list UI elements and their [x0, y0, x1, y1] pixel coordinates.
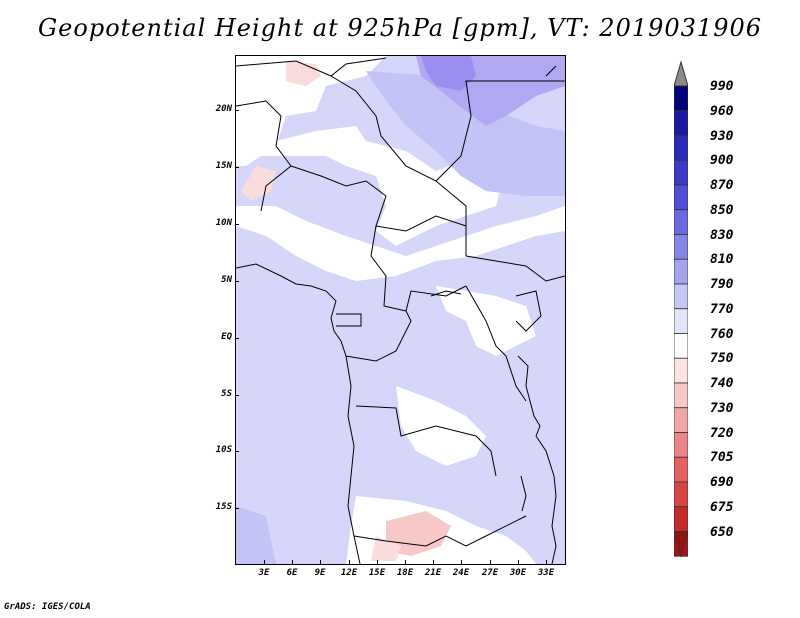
lat-label: 15S [215, 502, 232, 512]
lon-label: 6E [286, 568, 298, 578]
colorbar-level-label: 870 [710, 178, 734, 193]
colorbar-level-label: 810 [710, 252, 734, 268]
colorbar-level-label: 850 [710, 202, 734, 218]
colorbar-level-label: 990 [710, 79, 734, 94]
lon-tick [433, 560, 434, 564]
colorbar-swatch [674, 209, 688, 235]
colorbar-boxes [674, 85, 688, 557]
lon-label: 21E [424, 568, 442, 578]
colorbar-level-label: 690 [710, 475, 734, 490]
lon-tick [264, 560, 265, 564]
colorbar-swatch [674, 481, 688, 508]
field-pink-south [386, 511, 451, 556]
colorbar-level-label: 960 [710, 103, 734, 119]
colorbar-graphic [674, 60, 688, 558]
borders-and-coastlines [236, 57, 565, 564]
colorbar-swatch [674, 283, 688, 310]
lon-label: 24E [452, 568, 470, 578]
colorbar-level-label: 900 [710, 153, 734, 169]
lat-label: 10N [215, 218, 232, 228]
colorbar-level-label: 790 [710, 277, 734, 292]
lon-label: 18E [396, 568, 414, 578]
colorbar-swatch [674, 258, 688, 285]
map-title: Geopotential Height at 925hPa [gpm], VT:… [38, 14, 762, 42]
lat-tick [235, 281, 239, 282]
lon-label: 12E [340, 568, 358, 578]
lon-label: 27E [481, 568, 499, 578]
lon-tick [405, 560, 406, 564]
field-white-sahel [236, 126, 506, 246]
lon-tick [518, 560, 519, 564]
field-pink-west [241, 166, 276, 201]
lon-label: 15E [368, 568, 386, 578]
colorbar-swatch [674, 110, 688, 136]
colorbar-level-label: 770 [710, 301, 734, 317]
field-pink-north [286, 61, 321, 86]
field-white-angola [396, 386, 486, 466]
colorbar-level-label: 740 [710, 376, 734, 391]
colorbar-level-label: 760 [710, 326, 734, 342]
colorbar-level-label: 705 [710, 450, 734, 466]
colorbar-swatch [674, 432, 688, 458]
colorbar-swatch [674, 85, 688, 112]
colorbar-swatch [674, 135, 688, 161]
field-810-coast-south [236, 506, 276, 564]
colorbar-level-label: 830 [710, 227, 734, 243]
lon-label: 33E [537, 568, 555, 578]
geopotential-map [236, 56, 565, 564]
colorbar-level-label: 720 [710, 425, 734, 441]
colorbar-level-label: 675 [710, 499, 734, 515]
lat-tick [235, 508, 239, 509]
colorbar-swatch [674, 234, 688, 260]
colorbar-bottom-arrow [674, 531, 688, 558]
lon-tick [377, 560, 378, 564]
colorbar-swatch [674, 382, 688, 409]
colorbar-swatch [674, 456, 688, 483]
field-810-830 [366, 71, 565, 196]
lat-label: 10S [215, 445, 232, 455]
lat-tick [235, 338, 239, 339]
lon-tick [320, 560, 321, 564]
field-white-north [236, 56, 386, 166]
colorbar-swatch [674, 506, 688, 532]
colorbar-swatch [674, 333, 688, 359]
lat-label: 15N [215, 161, 232, 171]
lon-tick [461, 560, 462, 564]
lat-label: 5S [221, 389, 232, 399]
colorbar-swatch [674, 357, 688, 384]
lat-label: 5N [221, 275, 232, 285]
colorbar-swatch [674, 308, 688, 334]
field-850-870 [421, 56, 476, 91]
lon-tick [490, 560, 491, 564]
lon-label: 9E [314, 568, 326, 578]
colorbar-level-label: 730 [710, 400, 734, 416]
lat-tick [235, 110, 239, 111]
lat-tick [235, 451, 239, 452]
colorbar-top-arrow [674, 60, 688, 87]
lat-tick [235, 224, 239, 225]
field-pink-south-2 [371, 536, 401, 561]
lon-label: 3E [258, 568, 270, 578]
colorbar-swatch [674, 159, 688, 186]
map-panel [235, 55, 566, 565]
lat-tick [235, 167, 239, 168]
lon-tick [546, 560, 547, 564]
field-white-equatorial [236, 206, 565, 281]
lat-tick [235, 395, 239, 396]
lon-tick [292, 560, 293, 564]
lon-label: 30E [509, 568, 527, 578]
lat-label: EQ [221, 332, 232, 342]
colorbar-swatch [674, 184, 688, 211]
lon-tick [349, 560, 350, 564]
colorbar-level-label: 750 [710, 351, 734, 367]
colorbar-level-label: 930 [710, 128, 734, 144]
footer-credit: GrADS: IGES/COLA [4, 602, 91, 612]
lat-label: 20N [215, 104, 232, 114]
colorbar-swatch [674, 407, 688, 433]
colorbar-level-label: 650 [710, 524, 734, 540]
